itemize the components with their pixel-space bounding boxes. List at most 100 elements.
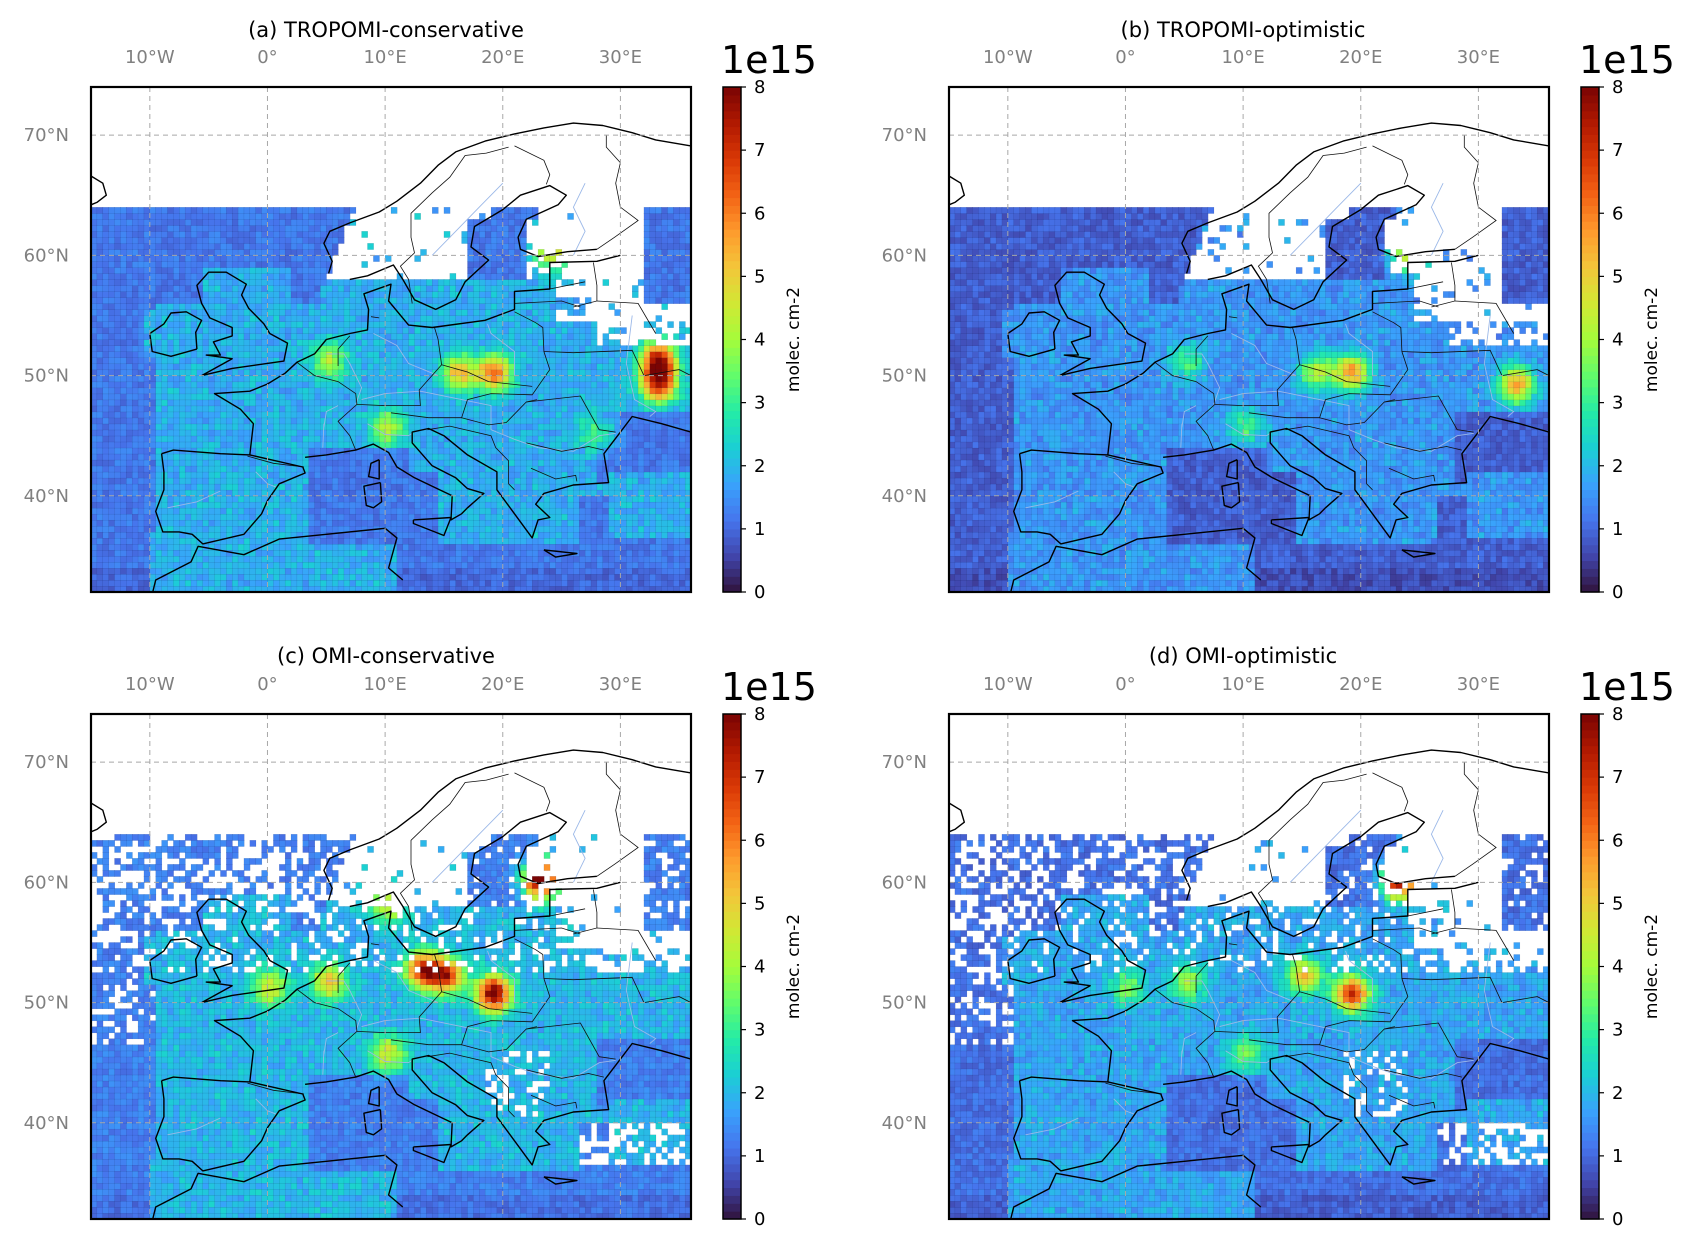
heatmap-cell xyxy=(555,327,563,334)
heatmap-cell xyxy=(567,405,574,413)
heatmap-cell xyxy=(179,513,186,521)
heatmap-cell xyxy=(226,405,233,413)
heatmap-cell xyxy=(114,435,121,443)
heatmap-cell xyxy=(526,375,533,383)
heatmap-cell xyxy=(667,573,674,581)
heatmap-cell xyxy=(555,489,563,497)
heatmap-cell xyxy=(449,567,457,575)
heatmap-cell xyxy=(261,399,268,407)
heatmap-cell xyxy=(249,381,257,389)
heatmap-cell xyxy=(443,429,451,437)
heatmap-cell xyxy=(167,543,174,551)
heatmap-cell xyxy=(102,429,110,437)
heatmap-cell xyxy=(120,321,127,328)
heatmap-cell xyxy=(184,315,192,322)
heatmap-cell xyxy=(620,489,627,497)
heatmap-cell xyxy=(337,507,345,515)
heatmap-cell xyxy=(649,525,657,533)
heatmap-cell xyxy=(561,453,568,461)
heatmap-cell xyxy=(114,333,121,340)
heatmap-cell xyxy=(202,555,210,563)
heatmap-cell xyxy=(255,369,263,377)
heatmap-cell xyxy=(332,351,339,359)
heatmap-cell xyxy=(173,531,180,539)
heatmap-cell xyxy=(361,549,368,557)
heatmap-cell xyxy=(237,303,245,310)
heatmap-cell xyxy=(249,321,257,328)
heatmap-cell xyxy=(490,501,498,509)
heatmap-cell xyxy=(526,579,533,587)
heatmap-cell xyxy=(661,393,668,401)
heatmap-cell xyxy=(543,501,551,509)
heatmap-cell xyxy=(420,435,427,443)
heatmap-cell xyxy=(473,405,480,413)
heatmap-cell xyxy=(143,567,151,575)
heatmap-cell xyxy=(114,351,121,359)
heatmap-cell xyxy=(96,465,104,473)
heatmap-cell xyxy=(314,441,321,449)
heatmap-cell xyxy=(584,423,592,431)
heatmap-cell xyxy=(461,297,468,304)
heatmap-cell xyxy=(420,327,427,334)
heatmap-cell xyxy=(473,327,480,334)
heatmap-cell xyxy=(449,327,457,334)
heatmap-cell xyxy=(596,381,604,389)
heatmap-cell xyxy=(426,555,433,563)
heatmap-cell xyxy=(320,333,327,340)
heatmap-cell xyxy=(279,297,286,304)
heatmap-cell xyxy=(384,495,392,503)
heatmap-cell xyxy=(261,375,268,383)
heatmap-cell xyxy=(449,345,457,352)
heatmap-cell xyxy=(455,339,463,346)
heatmap-cell xyxy=(602,387,610,395)
heatmap-cell xyxy=(561,441,568,449)
heatmap-cell xyxy=(602,345,610,352)
heatmap-cell xyxy=(402,543,410,551)
heatmap-cell xyxy=(637,447,645,455)
heatmap-cell xyxy=(602,339,610,346)
heatmap-cell xyxy=(173,549,180,557)
heatmap-cell xyxy=(573,531,580,539)
heatmap-cell xyxy=(208,381,216,389)
heatmap-cell xyxy=(632,447,639,455)
heatmap-cell xyxy=(396,489,404,497)
heatmap-cell xyxy=(579,543,586,551)
heatmap-cell xyxy=(573,423,580,431)
heatmap-cell xyxy=(408,453,416,461)
heatmap-cell xyxy=(614,453,621,461)
heatmap-cell xyxy=(102,369,110,377)
heatmap-cell xyxy=(237,489,245,497)
heatmap-cell xyxy=(379,543,386,551)
heatmap-cell xyxy=(96,489,104,497)
heatmap-cell xyxy=(520,327,527,334)
heatmap-cell xyxy=(214,327,221,334)
heatmap-cell xyxy=(343,549,351,557)
heatmap-cell xyxy=(102,495,110,503)
heatmap-cell xyxy=(367,429,374,437)
heatmap-cell xyxy=(284,489,292,497)
heatmap-cell xyxy=(173,387,180,395)
heatmap-cell xyxy=(502,303,510,310)
heatmap-cell xyxy=(643,423,651,431)
heatmap-cell xyxy=(114,291,121,298)
heatmap-cell xyxy=(502,321,510,328)
heatmap-cell xyxy=(496,321,504,328)
heatmap-cell xyxy=(208,387,216,395)
heatmap-cell xyxy=(443,567,451,575)
heatmap-cell xyxy=(673,435,680,443)
heatmap-cell xyxy=(179,549,186,557)
heatmap-cell xyxy=(449,303,457,310)
heatmap-cell xyxy=(137,489,145,497)
heatmap-cell xyxy=(232,519,239,527)
heatmap-cell xyxy=(532,309,539,316)
heatmap-cell xyxy=(179,327,186,334)
heatmap-cell xyxy=(243,357,251,365)
heatmap-cell xyxy=(514,333,521,340)
heatmap-cell xyxy=(573,369,580,377)
heatmap-cell xyxy=(132,357,139,365)
heatmap-cell xyxy=(490,351,498,359)
heatmap-cell xyxy=(284,465,292,473)
heatmap-cell xyxy=(608,477,616,485)
heatmap-cell xyxy=(284,573,292,581)
heatmap-cell xyxy=(673,573,680,581)
